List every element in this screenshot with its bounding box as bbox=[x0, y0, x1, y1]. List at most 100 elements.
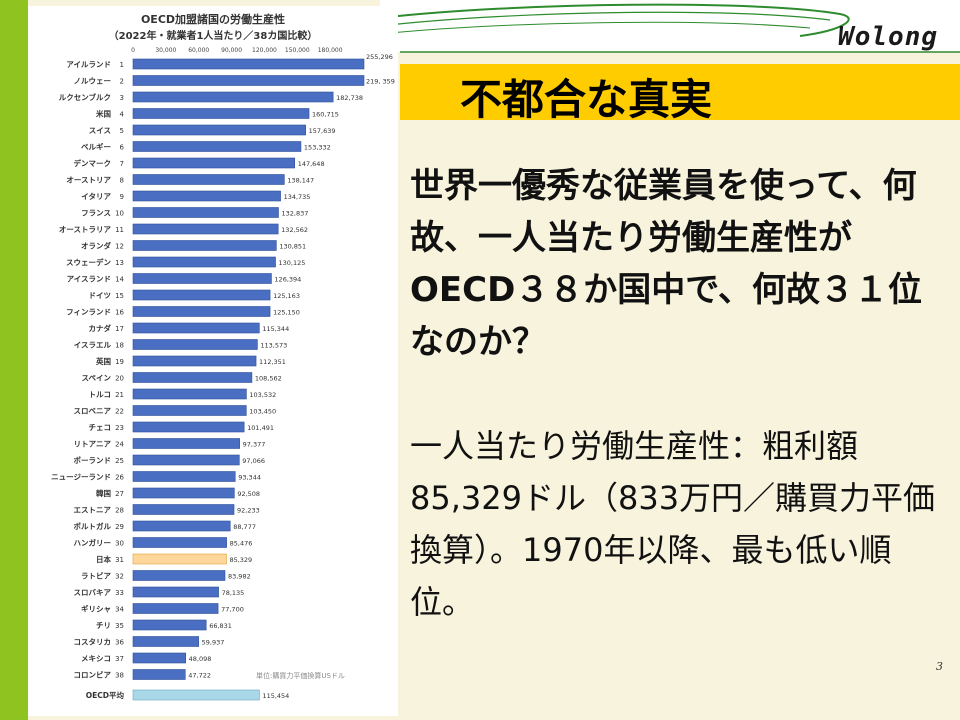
country-label: ハンガリー bbox=[74, 538, 112, 548]
bar-value-label: 132,837 bbox=[281, 210, 308, 218]
bar-oecd-average bbox=[132, 689, 260, 701]
bar-value-label: 47,722 bbox=[188, 672, 211, 680]
bar-value-label: 85,329 bbox=[229, 556, 252, 564]
bar bbox=[132, 273, 272, 284]
bar-value-label: 182,738 bbox=[336, 94, 363, 102]
rank-label: 12 bbox=[115, 243, 124, 251]
rank-label: 27 bbox=[115, 490, 124, 498]
bar bbox=[132, 240, 277, 251]
bar bbox=[132, 421, 245, 433]
rank-label: 26 bbox=[115, 474, 124, 482]
country-label: ニュージーランド bbox=[51, 473, 111, 482]
bar bbox=[132, 190, 281, 202]
rank-label: 30 bbox=[115, 540, 124, 548]
x-tick-label: 60,000 bbox=[188, 47, 209, 54]
bar-value-label: 77,700 bbox=[221, 606, 244, 614]
x-tick-label: 180,000 bbox=[318, 47, 343, 54]
rank-label: 13 bbox=[115, 259, 124, 267]
bar bbox=[132, 537, 227, 548]
x-tick-label: 30,000 bbox=[155, 47, 176, 54]
bar-value-label: 115,454 bbox=[262, 692, 289, 700]
bar-value-label: 125,150 bbox=[273, 309, 300, 317]
bar-value-label: 126,394 bbox=[274, 276, 301, 284]
bar-value-label: 138,147 bbox=[287, 177, 314, 185]
country-label: イスラエル bbox=[74, 341, 112, 350]
country-label: チェコ bbox=[89, 423, 112, 432]
productivity-bar-chart: OECD加盟諸国の労働生産性 （2022年・就業者1人当たり／38カ国比較） 0… bbox=[51, 12, 395, 701]
country-label: ポルトガル bbox=[74, 521, 112, 531]
x-tick-label: 90,000 bbox=[221, 47, 242, 54]
rank-label: 18 bbox=[115, 342, 124, 350]
country-label: アイスランド bbox=[67, 275, 111, 284]
bar-value-label: 85,476 bbox=[230, 540, 253, 548]
rank-label: 8 bbox=[120, 177, 124, 185]
bar bbox=[132, 619, 207, 631]
x-tick-label: 0 bbox=[131, 47, 135, 54]
rank-label: 4 bbox=[120, 111, 125, 119]
bar bbox=[132, 652, 186, 664]
rank-label: 3 bbox=[120, 94, 124, 102]
rank-label: 2 bbox=[120, 78, 124, 86]
bar bbox=[132, 454, 240, 466]
bar-value-label: 103,450 bbox=[249, 408, 276, 416]
bar-value-label: 103,532 bbox=[249, 391, 276, 399]
country-label: オーストリア bbox=[66, 176, 111, 185]
country-label: ドイツ bbox=[89, 291, 112, 300]
bar-japan-highlight bbox=[132, 553, 227, 565]
bar bbox=[132, 256, 276, 268]
chart-subtitle: （2022年・就業者1人当たり／38カ国比較） bbox=[109, 29, 318, 42]
bar-value-label: 255,296 bbox=[366, 53, 393, 61]
body-explanation-text: 一人当たり労働生産性：粗利額85,329ドル（833万円／購買力平価換算）。19… bbox=[410, 427, 936, 621]
country-label: 米国 bbox=[96, 109, 111, 119]
rank-label: 35 bbox=[115, 622, 124, 630]
bar-value-label: 132,562 bbox=[281, 226, 308, 234]
bar-value-label: 153,332 bbox=[304, 144, 331, 152]
bar-value-label: 101,491 bbox=[247, 424, 274, 432]
rank-label: 22 bbox=[115, 408, 124, 416]
bar bbox=[132, 355, 257, 367]
bar bbox=[132, 289, 271, 301]
bar-value-label: 92,233 bbox=[237, 507, 260, 515]
bar bbox=[132, 157, 296, 169]
bar-series: アイルランド 1 255,296 ノルウェー 2 219, 359 ルクセンブルク 3 182,… bbox=[51, 53, 395, 701]
page-number: 3 bbox=[936, 660, 943, 673]
bar-value-label: 115,344 bbox=[262, 325, 289, 333]
country-label: カナダ bbox=[89, 323, 112, 333]
bar-value-label: 108,562 bbox=[255, 375, 282, 383]
rank-label: 21 bbox=[115, 391, 124, 399]
bar-value-label: 157,639 bbox=[309, 127, 336, 135]
country-label: トルコ bbox=[89, 390, 111, 399]
rank-label: 34 bbox=[115, 606, 124, 614]
country-label: 英国 bbox=[96, 356, 111, 366]
country-label: スイス bbox=[89, 126, 111, 135]
rank-label: 6 bbox=[120, 144, 125, 152]
bar bbox=[132, 58, 365, 70]
rank-label: 23 bbox=[115, 424, 124, 432]
country-label: スロベニア bbox=[74, 407, 112, 416]
bar bbox=[132, 669, 186, 680]
bar-value-label: 125,163 bbox=[273, 292, 300, 300]
bar bbox=[132, 108, 310, 119]
rank-label: 15 bbox=[115, 292, 124, 300]
rank-label: 36 bbox=[115, 639, 124, 647]
bar-value-label: 147,648 bbox=[298, 160, 325, 168]
bar bbox=[132, 91, 334, 103]
country-label: ラトビア bbox=[81, 571, 111, 581]
country-label: OECD平均 bbox=[86, 690, 125, 700]
country-label: ノルウェー bbox=[74, 77, 112, 86]
x-tick-label: 150,000 bbox=[285, 47, 310, 54]
source-note: 単位:購買力平価換算USドル bbox=[256, 671, 345, 680]
rank-label: 19 bbox=[115, 358, 124, 366]
country-label: フランス bbox=[81, 209, 111, 218]
bar bbox=[132, 75, 365, 86]
x-tick-label: 120,000 bbox=[252, 47, 277, 54]
chart-title: OECD加盟諸国の労働生産性 bbox=[141, 12, 285, 26]
bar bbox=[132, 438, 240, 449]
bar bbox=[132, 471, 236, 482]
bar bbox=[132, 636, 199, 647]
bar-value-label: 78,135 bbox=[222, 589, 245, 597]
bar-value-label: 130,851 bbox=[279, 243, 306, 251]
rank-label: 16 bbox=[115, 309, 124, 317]
country-label: オーストラリア bbox=[59, 225, 112, 234]
rank-label: 25 bbox=[115, 457, 124, 465]
